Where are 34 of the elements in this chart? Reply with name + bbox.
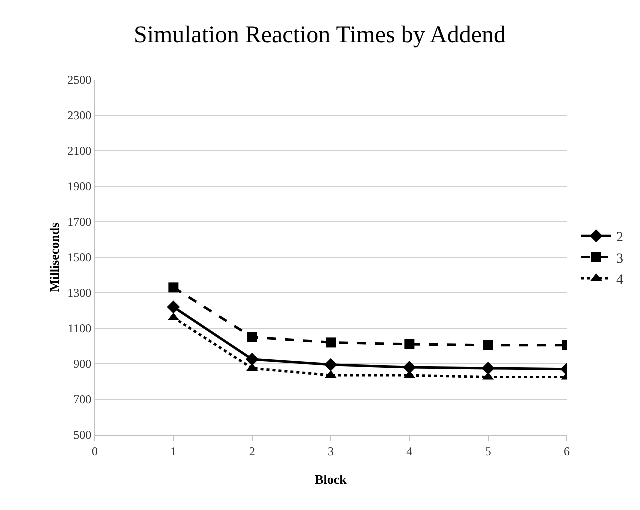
y-tick-label: 700 <box>74 392 92 407</box>
point <box>483 340 494 350</box>
point <box>403 361 416 374</box>
point <box>167 300 180 314</box>
x-tick-label: 6 <box>564 444 570 458</box>
y-tick-label: 500 <box>74 428 92 442</box>
y-tick-label: 1900 <box>68 180 92 194</box>
point <box>326 338 336 348</box>
y-tick-label: 900 <box>74 357 92 372</box>
x-tick-label: 2 <box>249 444 256 458</box>
legend-label: 3 <box>616 252 624 267</box>
legend-label: 2 <box>616 230 624 246</box>
point <box>246 353 259 366</box>
point <box>482 362 495 375</box>
y-tick-label: 2100 <box>68 144 92 158</box>
y-axis-title: Milliseconds <box>47 222 62 292</box>
point <box>324 358 338 372</box>
x-tick-label: 1 <box>170 444 177 458</box>
y-tick-label: 1100 <box>68 322 92 336</box>
x-tick-label: 0 <box>92 444 98 458</box>
x-tick-label: 4 <box>406 444 413 458</box>
point <box>404 339 415 350</box>
point <box>247 332 258 342</box>
y-tick-label: 2300 <box>68 108 92 123</box>
chart-title: Simulation Reaction Times by Addend <box>134 22 506 48</box>
point <box>168 282 179 293</box>
y-tick-label: 1300 <box>68 286 92 300</box>
x-tick-label: 3 <box>328 444 334 458</box>
y-tick-label: 1500 <box>68 250 92 265</box>
x-axis-title: Block <box>315 472 348 487</box>
y-tick-label: 1700 <box>68 215 92 230</box>
legend-label: 4 <box>616 272 624 288</box>
x-tick-label: 5 <box>485 444 492 458</box>
y-tick-label: 2500 <box>68 73 92 88</box>
